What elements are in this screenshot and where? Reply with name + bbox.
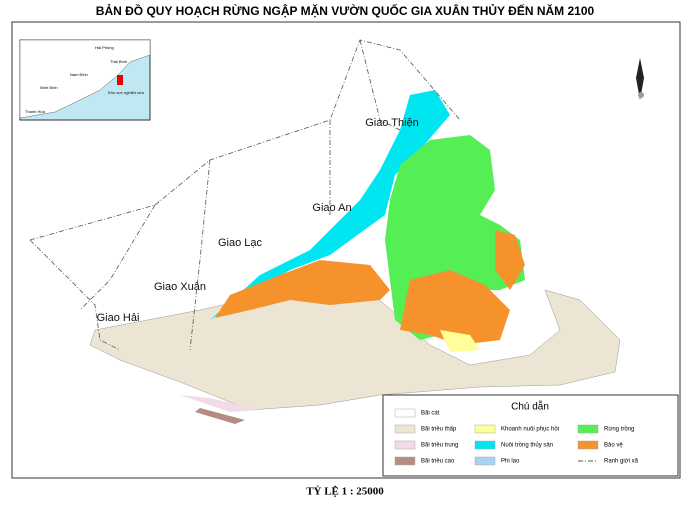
compass	[636, 58, 644, 100]
inset-label: Khu vực nghiên cứu	[108, 90, 144, 95]
legend-label: Ranh giới xã	[604, 459, 639, 465]
commune-label: Giao Thiện	[365, 117, 419, 129]
legend-heading: Chú dẫn	[511, 400, 549, 413]
commune-label: Giao Hải	[97, 312, 140, 324]
inset: Hải Phòng Thái Bình Nam Định Ninh Bình K…	[19, 39, 151, 121]
legend-label: Bãi triều cao	[421, 459, 455, 465]
inset-label: Thanh Hóa	[25, 109, 46, 114]
legend-swatch	[394, 456, 416, 466]
map-areas	[89, 90, 621, 424]
legend-swatch	[394, 424, 416, 434]
inset-label: Ninh Bình	[40, 85, 58, 90]
legend: Chú dẫn Bãi cát Bãi triều thấp Bãi triều t…	[382, 394, 679, 477]
commune-boundary	[29, 39, 461, 351]
legend-label: Bãi cát	[421, 411, 440, 417]
legend-swatch	[394, 440, 416, 450]
legend-swatch	[474, 424, 496, 434]
legend-swatch	[474, 440, 496, 450]
legend-label: Nuôi trồng thủy sản	[501, 442, 553, 449]
legend-label: Phi lao	[501, 459, 520, 465]
legend-label: Bảo vệ	[604, 443, 623, 449]
legend-label: Khoanh nuôi phục hồi	[501, 427, 559, 433]
commune-label: Giao An	[312, 202, 351, 214]
commune-label: Giao Xuân	[154, 281, 206, 293]
legend-swatch	[474, 456, 496, 466]
legend-swatch	[577, 440, 599, 450]
scale: TỶ LỆ 1 : 25000	[306, 485, 384, 498]
legend-label: Bãi triều thấp	[421, 427, 457, 433]
inset-label: Thái Bình	[110, 59, 127, 64]
commune-label: Giao Lạc	[218, 237, 263, 249]
legend-swatch	[577, 424, 599, 434]
inset-label: Hải Phòng	[95, 45, 114, 50]
legend-label: Bãi triều trung	[421, 443, 458, 449]
inset-label: Nam Định	[70, 72, 88, 77]
title: BẢN ĐỒ QUY HOẠCH RỪNG NGẬP MẶN VƯỜN QUỐC…	[96, 3, 595, 18]
legend-swatch	[394, 408, 416, 418]
legend-label: Rừng trồng	[604, 427, 634, 433]
